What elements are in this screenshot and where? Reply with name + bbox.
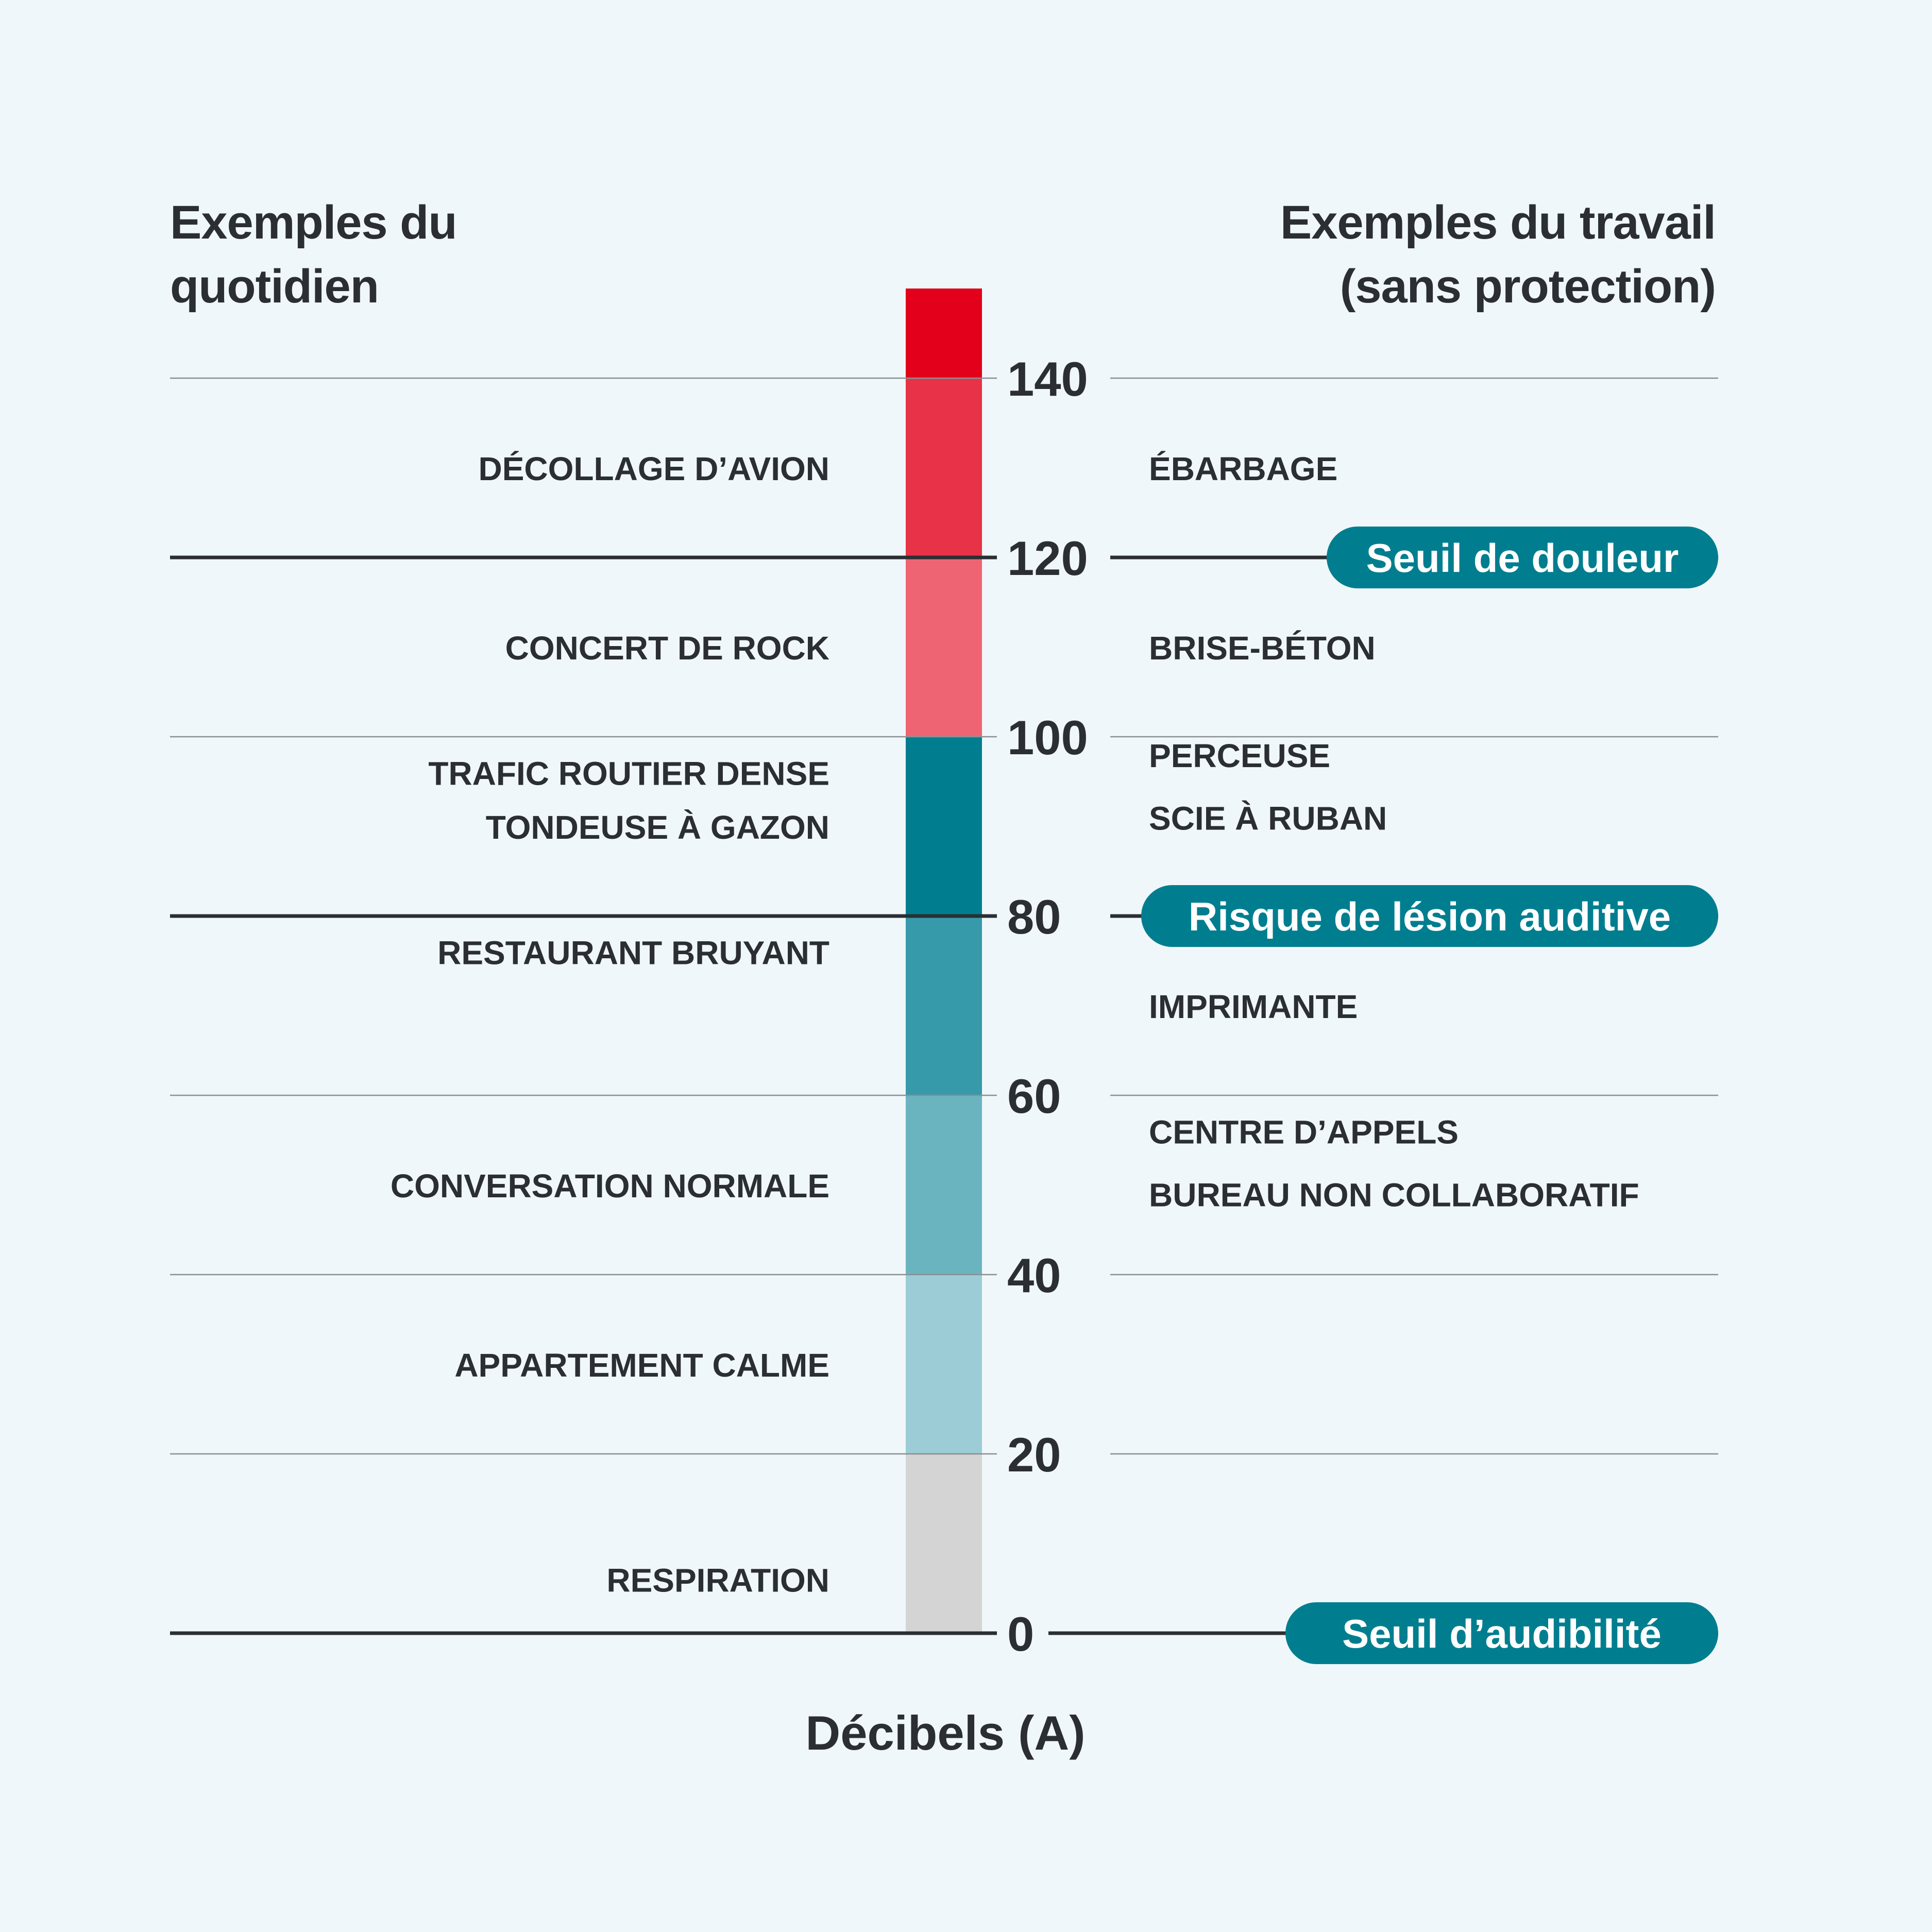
work-example-label: ÉBARBAGE	[1149, 450, 1337, 487]
threshold-badge-label: Risque de lésion auditive	[1189, 894, 1671, 939]
left-heading-line-2: quotidien	[170, 260, 379, 313]
threshold-badges: Seuil de douleur Risque de lésion auditiv…	[1141, 527, 1718, 1664]
everyday-example-label: DÉCOLLAGE D’AVION	[479, 450, 830, 487]
tick-label-120: 120	[1007, 531, 1088, 585]
right-heading-line-2: (sans protection)	[1340, 260, 1716, 313]
work-example-label: IMPRIMANTE	[1149, 988, 1358, 1025]
tick-label-100: 100	[1007, 710, 1088, 765]
threshold-badge	[1327, 527, 1718, 588]
x-axis-title: Décibels (A)	[805, 1706, 1086, 1760]
everyday-example-label: TONDEUSE À GAZON	[486, 809, 829, 846]
color-bar	[906, 289, 982, 1633]
everyday-example-label: TRAFIC ROUTIER DENSE	[428, 755, 829, 792]
tick-label-60: 60	[1007, 1069, 1061, 1123]
bar-segment-120-140	[906, 378, 982, 557]
bar-segment-40-60	[906, 1095, 982, 1275]
work-example-label: BUREAU NON COLLABORATIF	[1149, 1176, 1639, 1213]
left-column-heading: Exemples du quotidien	[170, 191, 737, 318]
bar-segment-20-40	[906, 1275, 982, 1454]
everyday-example-label: APPARTEMENT CALME	[454, 1347, 829, 1384]
threshold-badge	[1141, 885, 1718, 947]
everyday-example-label: RESTAURANT BRUYANT	[437, 935, 829, 972]
tick-labels: 0 20 40 60 80 100 120 140	[1007, 352, 1088, 1661]
work-example-label: CENTRE D’APPELS	[1149, 1114, 1459, 1151]
work-example-label: BRISE-BÉTON	[1149, 630, 1376, 667]
work-example-label: PERCEUSE	[1149, 737, 1330, 774]
right-column-heading: Exemples du travail (sans protection)	[1046, 191, 1716, 318]
tick-label-80: 80	[1007, 890, 1061, 944]
right-heading-line-1: Exemples du travail	[1280, 196, 1716, 249]
tick-label-0: 0	[1007, 1607, 1034, 1661]
work-examples: ÉBARBAGE BRISE-BÉTON PERCEUSE SCIE À RUBAN I…	[1149, 450, 1639, 1213]
tick-label-20: 20	[1007, 1428, 1061, 1482]
bar-segment-60-80	[906, 916, 982, 1095]
bar-segment-140-150	[906, 289, 982, 378]
bar-segment-80-100	[906, 737, 982, 916]
work-example-label: SCIE À RUBAN	[1149, 800, 1387, 837]
bar-segment-100-120	[906, 557, 982, 737]
everyday-examples: DÉCOLLAGE D’AVION CONCERT DE ROCK TRAFIC R…	[391, 450, 829, 1599]
bar-segment-0-20	[906, 1454, 982, 1633]
everyday-example-label: RESPIRATION	[606, 1562, 829, 1599]
threshold-badge-label: Seuil de douleur	[1366, 535, 1679, 581]
tick-label-140: 140	[1007, 352, 1088, 406]
everyday-example-label: CONVERSATION NORMALE	[391, 1167, 829, 1205]
threshold-badge	[1285, 1602, 1718, 1664]
everyday-example-label: CONCERT DE ROCK	[505, 630, 829, 667]
left-heading-line-1: Exemples du	[170, 196, 457, 249]
threshold-badge-label: Seuil d’audibilité	[1342, 1611, 1662, 1656]
tick-label-40: 40	[1007, 1248, 1061, 1302]
